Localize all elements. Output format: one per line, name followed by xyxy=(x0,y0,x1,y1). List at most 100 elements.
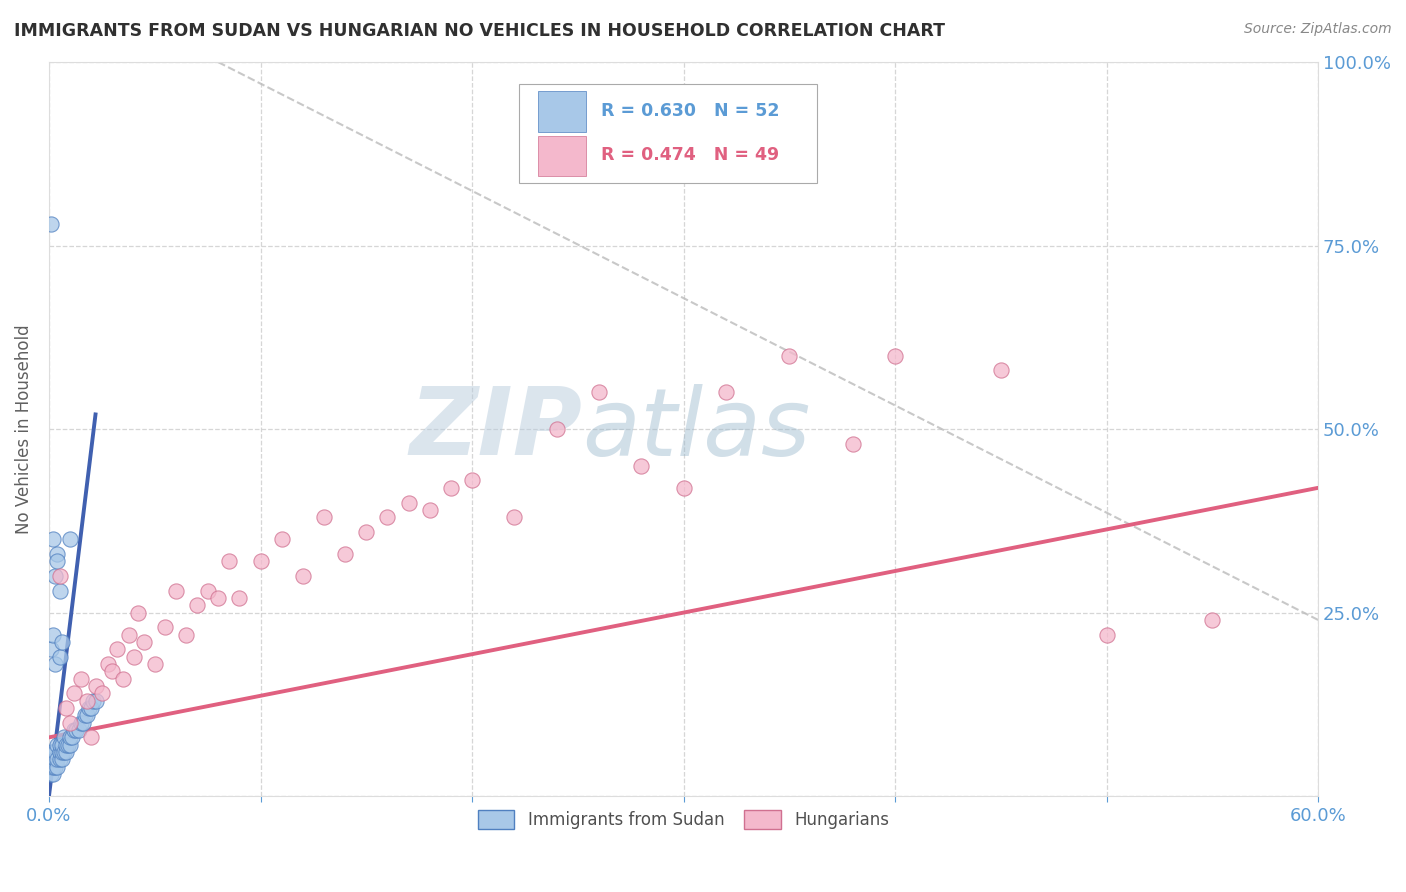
Point xyxy=(46,554,69,568)
Point xyxy=(46,752,69,766)
Point xyxy=(39,767,62,781)
Point xyxy=(42,627,65,641)
Point xyxy=(51,745,73,759)
Point xyxy=(48,583,70,598)
Text: ZIP: ZIP xyxy=(409,384,582,475)
Point xyxy=(55,745,77,759)
Point xyxy=(76,694,98,708)
Point xyxy=(55,701,77,715)
Point xyxy=(39,745,62,759)
Point xyxy=(249,554,271,568)
FancyBboxPatch shape xyxy=(519,84,817,183)
Point xyxy=(270,532,292,546)
Point xyxy=(48,569,70,583)
Point xyxy=(97,657,120,671)
Point xyxy=(105,642,128,657)
Point xyxy=(672,481,695,495)
Point xyxy=(42,767,65,781)
Point xyxy=(46,547,69,561)
Point xyxy=(39,760,62,774)
Point xyxy=(778,349,800,363)
Point xyxy=(42,745,65,759)
Point xyxy=(398,495,420,509)
FancyBboxPatch shape xyxy=(537,92,586,132)
Point xyxy=(165,583,187,598)
Point xyxy=(84,694,107,708)
Point xyxy=(46,738,69,752)
Point xyxy=(419,503,441,517)
Point xyxy=(588,385,610,400)
Point xyxy=(56,738,79,752)
Point xyxy=(1201,613,1223,627)
Point xyxy=(80,731,103,745)
Point xyxy=(842,437,865,451)
Point xyxy=(59,738,82,752)
Point xyxy=(356,524,378,539)
Point xyxy=(218,554,240,568)
Point xyxy=(42,752,65,766)
Point xyxy=(59,731,82,745)
Point xyxy=(55,738,77,752)
Point xyxy=(42,532,65,546)
Point xyxy=(76,708,98,723)
Point xyxy=(63,723,86,737)
Point xyxy=(73,708,96,723)
Point xyxy=(503,510,526,524)
Point xyxy=(59,532,82,546)
Point xyxy=(101,665,124,679)
Point xyxy=(48,649,70,664)
Point xyxy=(291,569,314,583)
Point xyxy=(39,642,62,657)
Point xyxy=(63,686,86,700)
Point xyxy=(197,583,219,598)
Point xyxy=(59,715,82,730)
Point xyxy=(80,701,103,715)
Text: atlas: atlas xyxy=(582,384,810,475)
Point xyxy=(39,217,62,231)
Text: Source: ZipAtlas.com: Source: ZipAtlas.com xyxy=(1244,22,1392,37)
Point xyxy=(42,760,65,774)
Point xyxy=(111,672,134,686)
Point xyxy=(65,723,87,737)
Point xyxy=(48,745,70,759)
Point xyxy=(884,349,907,363)
Point xyxy=(176,627,198,641)
Point xyxy=(51,738,73,752)
Point xyxy=(714,385,737,400)
Point xyxy=(82,694,104,708)
Text: IMMIGRANTS FROM SUDAN VS HUNGARIAN NO VEHICLES IN HOUSEHOLD CORRELATION CHART: IMMIGRANTS FROM SUDAN VS HUNGARIAN NO VE… xyxy=(14,22,945,40)
Point xyxy=(51,752,73,766)
Point xyxy=(67,723,90,737)
Point xyxy=(1095,627,1118,641)
Point xyxy=(48,752,70,766)
Point xyxy=(84,679,107,693)
Point xyxy=(127,606,149,620)
Point xyxy=(38,760,60,774)
Point xyxy=(630,458,652,473)
Point xyxy=(90,686,112,700)
Point xyxy=(990,363,1012,377)
Point xyxy=(72,715,94,730)
Point xyxy=(60,731,83,745)
Point xyxy=(52,731,75,745)
FancyBboxPatch shape xyxy=(537,136,586,176)
Point xyxy=(122,649,145,664)
Point xyxy=(69,715,91,730)
Point xyxy=(440,481,463,495)
Point xyxy=(44,745,66,759)
Point xyxy=(207,591,229,605)
Point xyxy=(39,752,62,766)
Point xyxy=(52,745,75,759)
Point xyxy=(546,422,568,436)
Point xyxy=(44,657,66,671)
Point xyxy=(46,760,69,774)
Point xyxy=(51,635,73,649)
Point xyxy=(44,569,66,583)
Text: R = 0.474   N = 49: R = 0.474 N = 49 xyxy=(600,146,779,164)
Point xyxy=(155,620,177,634)
Point xyxy=(118,627,141,641)
Point xyxy=(48,738,70,752)
Point xyxy=(134,635,156,649)
Point xyxy=(461,474,484,488)
Point xyxy=(377,510,399,524)
